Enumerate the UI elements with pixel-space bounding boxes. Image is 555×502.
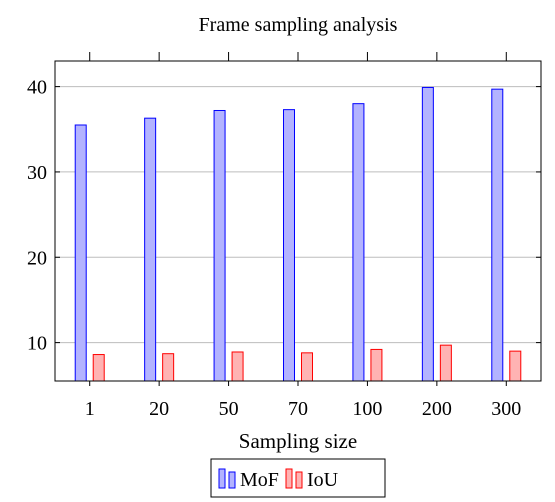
bar-mof-100	[353, 104, 364, 381]
bar-mof-20	[145, 118, 156, 381]
grid	[55, 87, 541, 343]
bar-mof-50	[214, 110, 225, 381]
legend-swatch-iou-a	[286, 469, 292, 488]
chart-title: Frame sampling analysis	[199, 14, 398, 36]
y-tick-label-40: 40	[27, 77, 47, 99]
bar-iou-300	[510, 351, 521, 381]
x-tick-label-50: 50	[219, 398, 239, 420]
y-tick-label-30: 30	[27, 162, 47, 184]
legend-label-mof: MoF	[240, 469, 279, 491]
bar-iou-70	[302, 353, 313, 381]
y-tick-label-10: 10	[27, 333, 47, 355]
x-tick-label-20: 20	[149, 398, 169, 420]
bar-iou-20	[163, 354, 174, 381]
legend-swatch-mof-a	[219, 469, 225, 488]
y-tick-label-20: 20	[27, 247, 47, 269]
bar-iou-50	[232, 352, 243, 381]
bar-mof-1	[75, 125, 86, 381]
plot-frame	[55, 61, 541, 381]
bar-iou-100	[371, 349, 382, 381]
x-tick-label-1: 1	[85, 398, 95, 420]
x-tick-label-70: 70	[288, 398, 308, 420]
bar-mof-300	[492, 89, 503, 381]
bars	[75, 87, 521, 381]
legend-swatch-iou-b	[296, 472, 302, 488]
x-tick-label-300: 300	[491, 398, 521, 420]
legend: MoF IoU	[211, 459, 385, 497]
x-axis-label: Sampling size	[239, 429, 357, 453]
bar-mof-70	[284, 110, 295, 381]
bar-iou-200	[440, 345, 451, 381]
bar-iou-1	[93, 355, 104, 381]
legend-label-iou: IoU	[307, 469, 339, 491]
bar-mof-200	[422, 87, 433, 381]
x-tick-label-200: 200	[422, 398, 452, 420]
x-tick-label-100: 100	[352, 398, 382, 420]
legend-swatch-mof-b	[229, 472, 235, 488]
